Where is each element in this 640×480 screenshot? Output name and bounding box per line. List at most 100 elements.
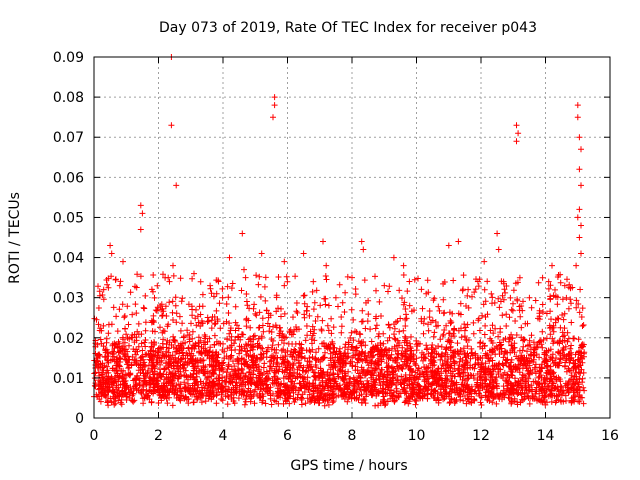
data-point — [357, 386, 364, 393]
data-point — [501, 286, 508, 293]
data-point — [253, 312, 260, 319]
data-point — [160, 327, 167, 334]
data-point — [421, 392, 428, 399]
data-point — [174, 348, 181, 355]
data-point — [330, 324, 337, 331]
data-point — [244, 379, 251, 385]
data-point — [100, 296, 107, 303]
data-point — [468, 390, 475, 397]
data-point-outlier — [513, 138, 520, 145]
data-point — [378, 358, 385, 365]
data-point — [153, 374, 160, 381]
data-point — [296, 387, 302, 394]
data-point — [149, 377, 156, 384]
data-point — [190, 399, 197, 406]
data-point — [377, 342, 384, 349]
data-point — [172, 302, 179, 309]
data-point — [300, 367, 307, 374]
data-point — [274, 375, 281, 382]
data-point — [524, 320, 531, 327]
data-point — [386, 324, 393, 331]
data-point — [151, 352, 158, 359]
data-point-outlier — [545, 278, 552, 285]
data-point — [581, 353, 587, 360]
data-point — [259, 322, 266, 329]
data-point — [557, 271, 564, 278]
data-point — [173, 319, 180, 326]
data-point — [290, 362, 297, 369]
data-point — [198, 318, 205, 324]
data-point — [281, 340, 287, 347]
data-point — [269, 342, 276, 349]
data-point — [283, 273, 290, 280]
data-point — [560, 316, 567, 323]
data-point — [482, 371, 489, 378]
data-point — [287, 367, 294, 373]
data-point — [243, 291, 250, 297]
data-point — [303, 323, 310, 329]
data-point — [114, 344, 121, 351]
data-point — [452, 389, 459, 396]
data-point-outlier — [137, 226, 144, 233]
data-point — [150, 272, 157, 278]
data-point — [209, 352, 216, 359]
data-point — [462, 393, 468, 399]
data-point — [325, 401, 332, 408]
data-point — [260, 364, 267, 371]
data-point — [123, 391, 130, 398]
data-point — [152, 328, 158, 335]
data-point — [309, 340, 315, 347]
data-point — [155, 378, 162, 385]
data-point — [550, 360, 557, 367]
data-point — [104, 281, 111, 288]
data-point — [558, 392, 565, 399]
data-point — [225, 386, 232, 393]
data-point — [155, 400, 162, 406]
data-point — [100, 375, 106, 382]
data-point — [580, 400, 587, 407]
data-point — [281, 310, 288, 317]
data-point — [282, 364, 289, 371]
data-point — [144, 369, 151, 376]
data-point — [284, 347, 291, 354]
data-point — [110, 348, 117, 355]
data-point — [96, 380, 103, 386]
data-point — [170, 272, 177, 279]
data-point — [518, 357, 525, 364]
data-point — [564, 329, 571, 336]
data-point — [390, 369, 396, 376]
data-point — [375, 390, 382, 397]
data-point — [164, 337, 171, 344]
data-point — [501, 394, 508, 401]
data-point — [397, 315, 404, 322]
data-point — [107, 384, 113, 391]
data-point — [255, 335, 262, 342]
data-point — [112, 367, 119, 374]
data-point — [205, 318, 212, 324]
data-point — [141, 305, 148, 312]
data-point — [286, 400, 293, 407]
data-point — [563, 294, 570, 301]
data-point — [198, 384, 205, 391]
data-point — [236, 350, 243, 357]
data-point — [324, 322, 331, 329]
data-point — [268, 401, 275, 408]
data-point — [485, 389, 491, 395]
data-point — [386, 283, 393, 290]
data-point — [225, 294, 232, 301]
data-point — [317, 302, 324, 309]
data-point — [441, 279, 448, 285]
data-point — [219, 377, 226, 384]
data-point — [402, 306, 409, 312]
data-point — [165, 363, 171, 369]
data-point — [182, 339, 189, 346]
data-point — [461, 333, 468, 340]
data-point — [503, 311, 510, 318]
data-point — [177, 397, 184, 404]
data-point — [221, 348, 228, 355]
data-point — [100, 322, 107, 329]
data-point — [353, 395, 360, 402]
data-point — [460, 397, 467, 404]
data-point — [579, 341, 586, 348]
data-point-outlier — [494, 230, 501, 237]
